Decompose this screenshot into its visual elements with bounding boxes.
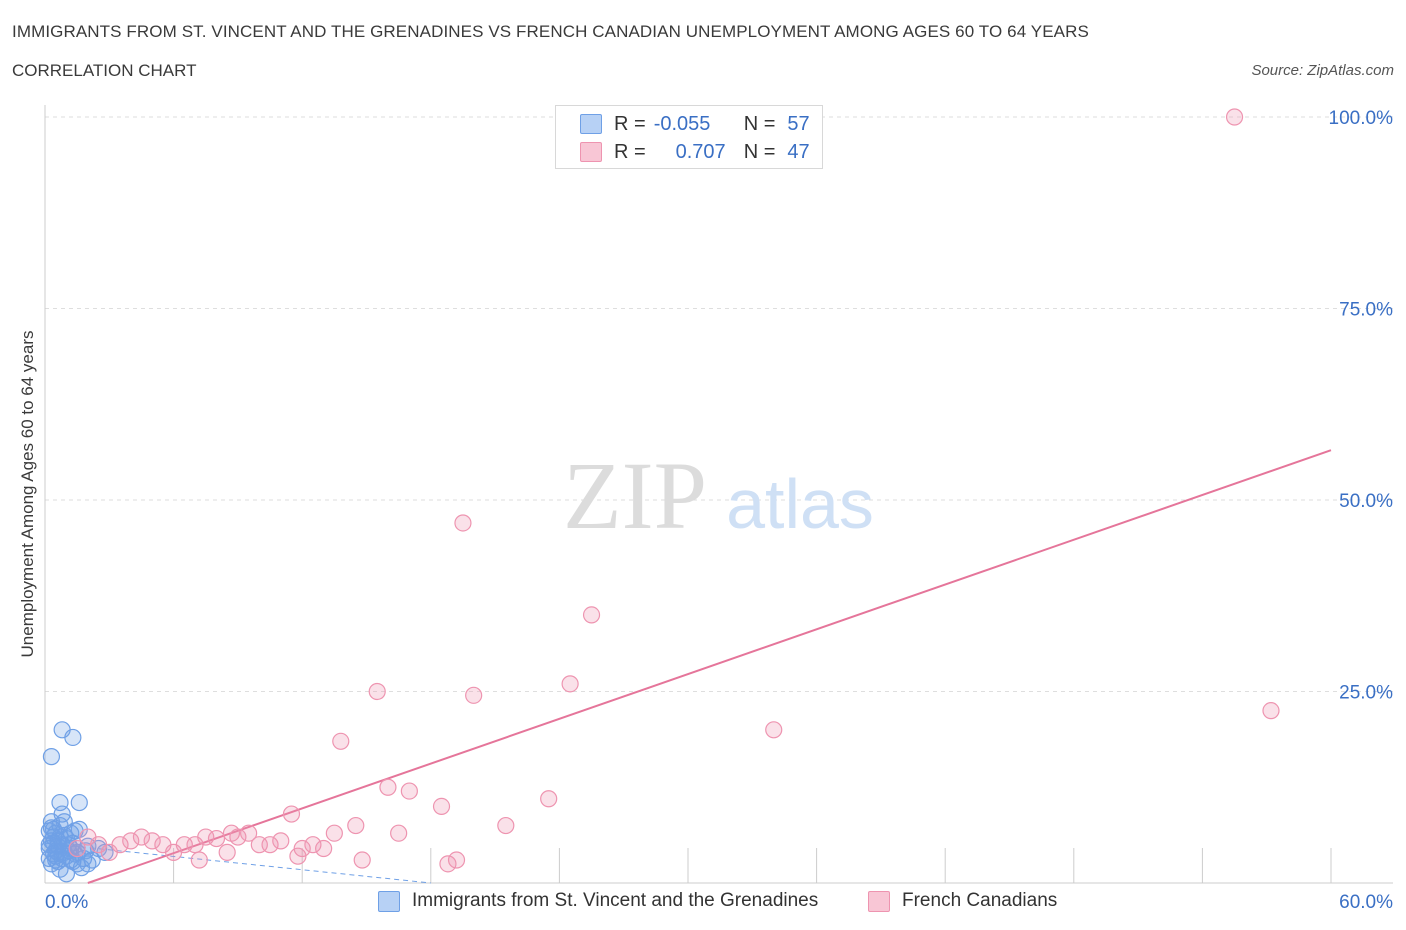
point-pink (582, 606, 601, 624)
y-tick-label: 25.0% (1339, 683, 1393, 704)
point-blue (51, 828, 69, 846)
point-pink (207, 829, 226, 848)
point-pink (240, 824, 258, 842)
series-legend: Immigrants from St. Vincent and the Gren… (0, 890, 1406, 914)
point-pink (400, 782, 418, 800)
legend-n-label: N = (743, 140, 776, 163)
point-pink (454, 514, 472, 532)
y-tick-label: 100.0% (1329, 108, 1394, 129)
legend-n-value: 57 (787, 112, 810, 135)
point-blue (70, 793, 88, 812)
point-pink (68, 839, 86, 858)
legend-n-label: N = (743, 112, 776, 135)
point-pink (540, 790, 558, 808)
point-pink (332, 732, 350, 750)
point-pink (143, 832, 161, 850)
trend-line (44, 842, 431, 884)
point-pink (100, 843, 118, 861)
point-pink (347, 816, 365, 835)
legend-r-value: -0.055 (653, 112, 711, 135)
point-pink (122, 832, 140, 850)
point-blue (40, 849, 58, 868)
y-axis-title: Unemployment Among Ages 60 to 64 years (18, 330, 37, 658)
point-pink (561, 675, 579, 693)
point-pink (325, 824, 343, 842)
point-pink (1262, 702, 1280, 720)
point-pink (1225, 108, 1244, 126)
legend-row-pink: R = 0.707 N = 47 (580, 140, 810, 164)
point-pink (282, 805, 301, 823)
point-pink (79, 828, 97, 846)
legend-r-label: R = (614, 140, 646, 163)
point-blue (42, 819, 61, 837)
point-pink (272, 832, 290, 850)
point-blue (51, 793, 69, 812)
tick-labels: 100.0% 75.0% 50.0% 25.0% 0.0% 60.0% (45, 108, 1393, 913)
point-blue (53, 849, 71, 868)
watermark: ZIP atlas (563, 442, 874, 549)
point-pink (261, 836, 279, 854)
point-pink (497, 816, 515, 835)
point-blue (79, 855, 97, 873)
chart-title: IMMIGRANTS FROM ST. VINCENT AND THE GREN… (12, 22, 1089, 41)
point-pink (315, 839, 333, 858)
legend-r-label: R = (614, 112, 646, 135)
point-pink (368, 682, 386, 701)
point-pink (390, 824, 408, 842)
point-blue (42, 748, 61, 766)
x-tick-label: 60.0% (1339, 892, 1393, 913)
correlation-legend: R = -0.055 N = 57 R = 0.707 N = 47 (555, 105, 823, 169)
point-pink (439, 855, 457, 873)
point-pink (190, 851, 208, 869)
trend-lines (44, 449, 1332, 884)
chart-subtitle: CORRELATION CHART (12, 61, 197, 80)
point-blue (64, 728, 82, 747)
point-pink (765, 721, 783, 739)
series-swatch-blue (378, 890, 400, 912)
axes (44, 105, 1393, 884)
point-pink (447, 851, 466, 869)
data-points (40, 108, 1280, 883)
point-blue (68, 843, 86, 861)
series-legend-item-blue: Immigrants from St. Vincent and the Gren… (378, 890, 818, 912)
point-pink (465, 686, 483, 704)
point-pink (132, 828, 151, 846)
source-label: Source: ZipAtlas.com (1251, 62, 1394, 79)
grid-lines (45, 116, 1393, 692)
point-pink (304, 836, 322, 854)
point-pink (353, 851, 371, 869)
legend-row-blue: R = -0.055 N = 57 (580, 112, 810, 136)
watermark-zip: ZIP (563, 442, 707, 549)
point-pink (197, 828, 215, 846)
series-name-blue: Immigrants from St. Vincent and the Gren… (412, 890, 819, 911)
legend-n-value: 47 (787, 140, 810, 163)
point-pink (432, 797, 451, 816)
y-tick-label: 75.0% (1339, 300, 1393, 321)
series-swatch-pink (868, 890, 890, 912)
legend-swatch-blue (580, 114, 602, 134)
x-tick-label: 0.0% (45, 892, 88, 913)
legend-swatch-pink (580, 142, 602, 162)
y-tick-label: 50.0% (1339, 491, 1393, 512)
point-pink (222, 824, 241, 842)
trend-line (87, 449, 1332, 884)
point-blue (62, 824, 80, 842)
point-pink (379, 778, 397, 796)
point-blue (64, 852, 82, 871)
watermark-atlas: atlas (726, 465, 874, 543)
legend-r-value: 0.707 (675, 140, 726, 163)
series-legend-item-pink: French Canadians (868, 890, 1057, 912)
point-pink (218, 843, 236, 861)
point-pink (289, 847, 307, 865)
series-name-pink: French Canadians (902, 890, 1058, 911)
